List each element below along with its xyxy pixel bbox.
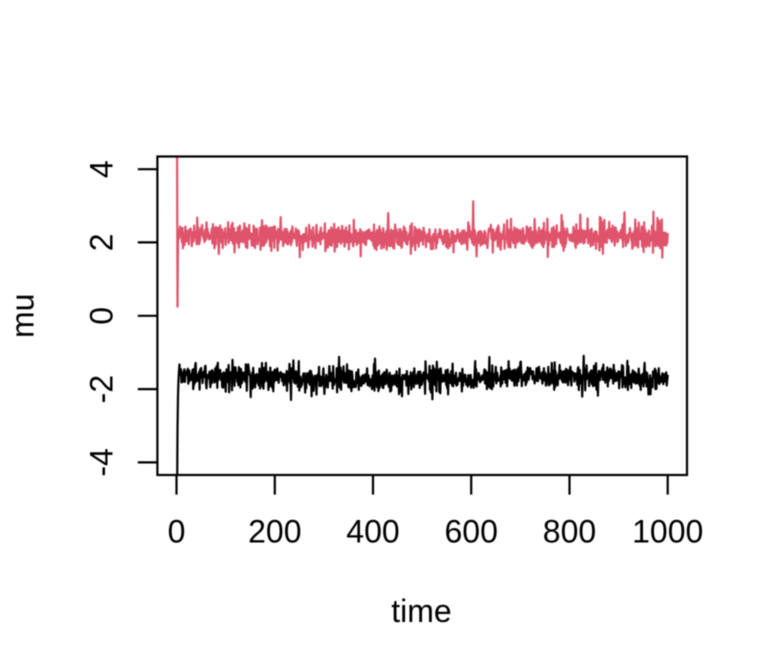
svg-text:1000: 1000 [632,514,703,550]
svg-text:800: 800 [543,514,596,550]
svg-text:-2: -2 [84,375,120,403]
svg-text:2: 2 [84,234,120,252]
svg-text:200: 200 [248,514,301,550]
svg-text:mu: mu [5,294,41,338]
svg-text:time: time [391,593,451,629]
svg-text:0: 0 [84,307,120,325]
svg-text:0: 0 [168,514,186,550]
svg-text:600: 600 [445,514,498,550]
svg-text:4: 4 [84,160,120,178]
svg-text:-4: -4 [84,448,120,476]
svg-text:400: 400 [346,514,399,550]
